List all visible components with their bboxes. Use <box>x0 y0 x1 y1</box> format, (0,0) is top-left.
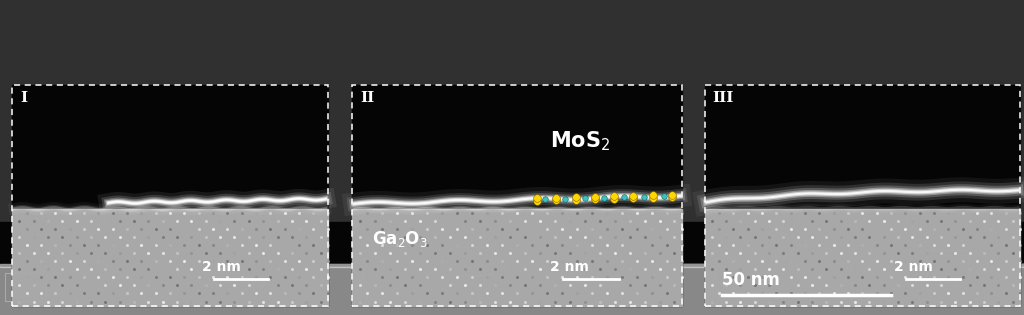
Text: 2 nm: 2 nm <box>202 261 241 274</box>
Bar <box>12 209 328 306</box>
Bar <box>0 222 1024 315</box>
Text: I: I <box>20 91 28 105</box>
Bar <box>451 247 492 275</box>
Bar <box>12 85 328 306</box>
Text: MoS$_2$: MoS$_2$ <box>550 129 610 153</box>
Text: 2 nm: 2 nm <box>894 261 933 274</box>
Text: III: III <box>713 91 734 105</box>
Bar <box>0 267 1024 315</box>
Bar <box>0 264 1024 267</box>
Bar <box>927 250 968 278</box>
Bar <box>705 209 1020 306</box>
Bar <box>5 273 46 301</box>
Text: Ga$_2$O$_3$: Ga$_2$O$_3$ <box>372 229 428 249</box>
Bar <box>705 85 1020 306</box>
Bar <box>705 85 1020 306</box>
Text: 2 nm: 2 nm <box>550 261 589 274</box>
Bar <box>352 85 682 306</box>
Bar <box>352 85 682 306</box>
Bar <box>352 209 682 306</box>
Bar <box>12 85 328 306</box>
Text: II: II <box>360 91 375 105</box>
Text: 50 nm: 50 nm <box>722 271 780 289</box>
